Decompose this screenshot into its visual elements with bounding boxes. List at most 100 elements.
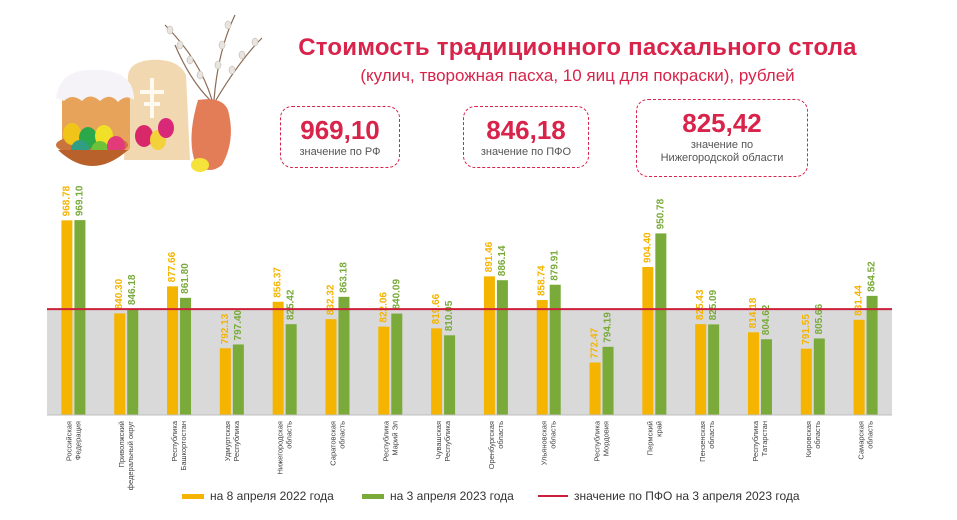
data-label-2022: 825.43 — [695, 289, 706, 320]
category-label-line: область — [813, 421, 822, 449]
legend-label-reference: значение по ПФО на 3 апреля 2023 года — [574, 489, 800, 503]
bar-2023 — [127, 309, 139, 415]
category-label-line: Пензенская — [698, 421, 707, 462]
category-label: Самарскаяобласть — [857, 421, 875, 460]
rf-value-card: 969,10 значение по РФ — [280, 106, 400, 168]
category-label: Кировскаяобласть — [804, 421, 822, 457]
bar-2023 — [549, 284, 561, 415]
bar-2023 — [180, 297, 192, 415]
bar-2023 — [602, 346, 614, 415]
category-label-line: Башкортостан — [179, 421, 188, 471]
category-label-line: Республика — [751, 420, 760, 461]
bar-2023 — [338, 296, 350, 415]
category-label-line: Самарская — [857, 421, 866, 460]
bar-2022 — [800, 348, 812, 415]
chart-subtitle: (кулич, творожная пасха, 10 яиц для покр… — [360, 66, 795, 85]
bar-2022 — [853, 319, 865, 415]
bar-2023 — [866, 295, 878, 415]
category-label-line: Республика — [443, 420, 452, 461]
category-label-line: область — [866, 421, 875, 449]
category-label-line: федеральный округ — [126, 421, 135, 490]
category-label-line: Республика — [381, 420, 390, 461]
category-label: РеспубликаБашкортостан — [170, 420, 188, 470]
bar-2022 — [483, 276, 495, 415]
legend-swatch-2023 — [362, 493, 384, 499]
legend-line-reference — [538, 495, 568, 497]
bar-2023 — [813, 338, 825, 415]
bar-2022 — [536, 300, 548, 415]
category-label-line: Республика — [232, 420, 241, 461]
easter-illustration — [56, 14, 263, 172]
category-label-line: Республика — [170, 420, 179, 461]
data-label-2022: 822.06 — [378, 292, 389, 323]
data-label-2023: 879.91 — [550, 250, 561, 281]
category-label-line: область — [707, 421, 716, 449]
bar-2023 — [391, 313, 403, 415]
bar-2022 — [747, 332, 759, 415]
data-label-2023: 810.05 — [444, 300, 455, 331]
data-label-2022: 856.37 — [273, 267, 284, 298]
category-label-line: Приволжский — [117, 421, 126, 467]
category-label: УдмуртскаяРеспублика — [223, 420, 241, 461]
bar-2023 — [74, 220, 86, 415]
nn-label: значение по Нижегородской области — [660, 139, 784, 164]
rf-label: значение по РФ — [299, 146, 381, 158]
bar-2022 — [272, 301, 284, 415]
category-label-line: область — [496, 421, 505, 449]
legend-item-2022: на 8 апреля 2022 года — [182, 489, 334, 503]
bar-2023 — [655, 233, 667, 415]
category-label: Пензенскаяобласть — [698, 421, 716, 462]
category-label-line: Пермский — [645, 421, 654, 455]
data-label-2022: 792.13 — [220, 313, 231, 344]
data-label-2023: 886.14 — [497, 245, 508, 276]
data-label-2022: 814.18 — [748, 297, 759, 328]
category-label: Пермскийкрай — [645, 421, 663, 455]
nn-value: 825,42 — [682, 108, 762, 138]
bar-2022 — [695, 324, 707, 415]
bar-2023 — [285, 324, 297, 415]
bar-2023 — [496, 280, 508, 415]
data-label-2023: 825.09 — [708, 289, 719, 320]
pfo-value: 846,18 — [486, 115, 566, 145]
category-label-line: Федерация — [73, 421, 82, 460]
data-label-2023: 825.42 — [286, 289, 297, 320]
data-label-2022: 968.78 — [61, 185, 72, 216]
category-label-line: Российская — [64, 421, 73, 461]
data-label-2023: 797.40 — [233, 309, 244, 340]
data-label-2022: 791.55 — [801, 314, 812, 345]
category-label: ЧувашскаяРеспублика — [434, 420, 452, 461]
bar-2022 — [167, 286, 179, 415]
bar-2023 — [760, 339, 772, 415]
bar-2022 — [114, 313, 126, 415]
category-label-line: Нижегородская — [276, 421, 285, 475]
data-label-2023: 805.66 — [814, 303, 825, 334]
bar-2022 — [219, 348, 231, 415]
category-label: РеспубликаТатарстан — [751, 420, 769, 461]
data-label-2023: 840.09 — [391, 279, 402, 310]
bar-2022 — [642, 266, 654, 415]
category-label-line: Оренбургская — [487, 421, 496, 469]
data-label-2022: 877.66 — [167, 251, 178, 282]
bar-2022 — [431, 328, 443, 415]
legend-label-2023: на 3 апреля 2023 года — [390, 489, 514, 503]
data-label-2022: 831.44 — [854, 285, 865, 316]
data-label-2022: 904.40 — [642, 232, 653, 263]
category-label-line: Ульяновская — [540, 421, 549, 465]
bar-2023 — [708, 324, 720, 415]
legend-item-reference: значение по ПФО на 3 апреля 2023 года — [538, 489, 800, 503]
category-label-line: Чувашская — [434, 421, 443, 459]
bar-2022 — [378, 326, 390, 415]
legend: на 8 апреля 2022 года на 3 апреля 2023 г… — [0, 487, 957, 507]
data-label-2023: 969.10 — [74, 185, 85, 216]
category-label-line: Удмуртская — [223, 421, 232, 461]
legend-swatch-2022 — [182, 493, 204, 499]
bar-2022 — [325, 319, 337, 415]
data-label-2022: 840.30 — [114, 278, 125, 309]
category-label-line: край — [654, 421, 663, 437]
bar-2022 — [589, 362, 601, 415]
data-label-2023: 950.78 — [655, 198, 666, 229]
category-label-line: Саратовская — [328, 421, 337, 466]
category-label: РоссийскаяФедерация — [64, 421, 82, 461]
category-label: Приволжскийфедеральный округ — [117, 421, 135, 490]
